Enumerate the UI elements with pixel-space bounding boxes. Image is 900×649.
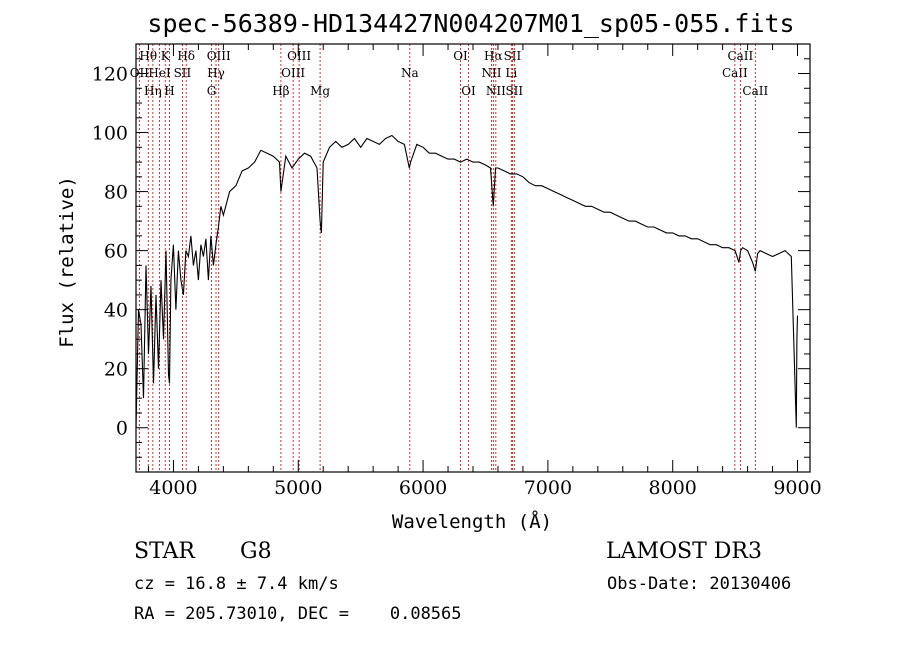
spectral-line-label: H <box>164 84 174 98</box>
spectral-line-label: OII <box>130 66 150 80</box>
spectral-line-label: CaII <box>722 66 748 80</box>
y-tick-label: 100 <box>92 123 128 145</box>
spectral-line-label: OI <box>453 49 468 63</box>
spectral-line-label: G <box>207 84 217 98</box>
spectral-line-label: K <box>161 49 171 63</box>
x-tick-label: 8000 <box>649 477 697 499</box>
spectral-line-label: HeI <box>148 66 171 80</box>
y-tick-label: 120 <box>92 64 128 86</box>
spectral-line-label: OIII <box>287 49 311 63</box>
spectral-line-label: Hβ <box>272 84 289 98</box>
spectral-line-label: Hγ <box>207 66 225 80</box>
y-tick-label: 40 <box>104 300 128 322</box>
spectral-line-label: Hη <box>144 84 162 98</box>
spectral-line-label: Li <box>505 66 517 80</box>
spectrum-series-line <box>135 134 799 428</box>
y-tick-label: 80 <box>104 182 128 204</box>
spectral-line-label: OIII <box>281 66 305 80</box>
y-tick-label: 0 <box>116 418 128 440</box>
x-axis-label: Wavelength (Å) <box>392 510 552 533</box>
spectral-line-label: NII <box>486 84 506 98</box>
spectral-line-label: NII <box>481 66 501 80</box>
coordinates: RA = 205.73010, DEC = 0.08565 <box>134 604 462 624</box>
x-tick-label: 6000 <box>399 477 447 499</box>
spectral-line-label: Na <box>401 66 419 80</box>
spectral-line-markers: OIIHθHηHeIKHSIIHδGHγOIIIHβOIIIOIIIMgNaOI… <box>130 44 768 472</box>
x-tick-label: 5000 <box>274 477 322 499</box>
object-subclass: G8 <box>240 539 272 564</box>
spectral-line-label: Hδ <box>177 49 195 63</box>
spectral-line-label: Mg <box>310 84 330 98</box>
y-tick-label: 60 <box>104 241 128 263</box>
spectral-line-label: SII <box>504 49 522 63</box>
y-axis-label: Flux (relative) <box>56 176 78 348</box>
y-tick-label: 20 <box>104 359 128 381</box>
chart-title: spec-56389-HD134427N004207M01_sp05-055.f… <box>147 9 794 38</box>
spectral-line-label: CaII <box>727 49 753 63</box>
axis-ticks: 4000 5000 6000 7000 8000 9000 0 20 40 60 80 100 120 <box>92 43 822 499</box>
spectral-line-label: Hθ <box>139 49 157 63</box>
spectral-line-label: OIII <box>207 49 231 63</box>
redshift-velocity: cz = 16.8 ± 7.4 km/s <box>134 574 339 594</box>
observation-date: Obs-Date: 20130406 <box>607 574 792 594</box>
spectral-line-label: OI <box>461 84 476 98</box>
spectral-line-label: CaII <box>742 84 768 98</box>
spectral-line-label: SII <box>505 84 523 98</box>
x-tick-label: 7000 <box>524 477 572 499</box>
plot-frame <box>135 43 811 473</box>
x-tick-label: 9000 <box>773 477 821 499</box>
spectral-line-label: Hα <box>484 49 503 63</box>
x-tick-label: 4000 <box>149 477 197 499</box>
object-class: STAR <box>134 539 195 564</box>
survey-name: LAMOST DR3 <box>606 539 762 564</box>
spectral-line-label: SII <box>174 66 192 80</box>
